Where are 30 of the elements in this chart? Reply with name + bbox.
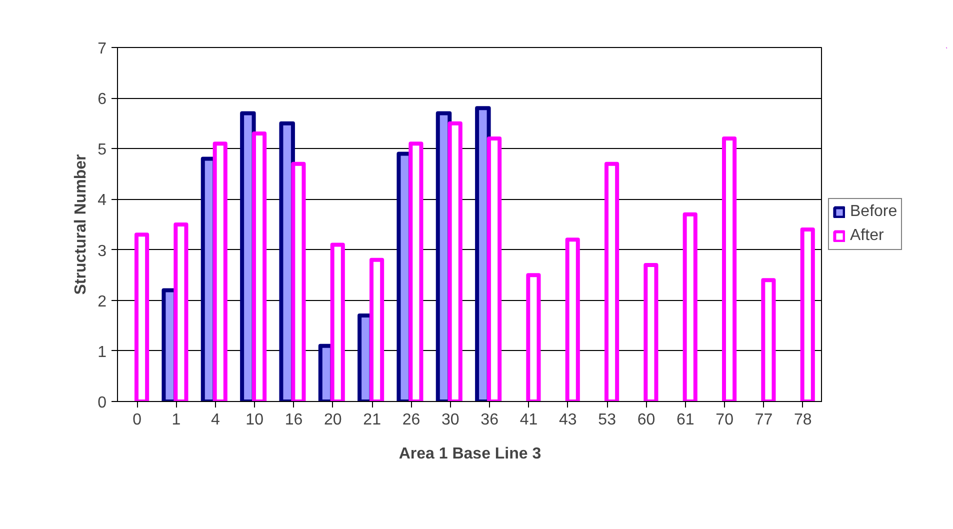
x-tick-label: 36 bbox=[480, 412, 499, 428]
x-tick-label: 61 bbox=[676, 412, 694, 428]
y-tick-label: 3 bbox=[98, 242, 107, 260]
x-tick-label: 10 bbox=[246, 412, 264, 428]
x-tick-label: 16 bbox=[284, 412, 303, 428]
x-tick-label: 53 bbox=[598, 412, 616, 428]
x-tick-label: 21 bbox=[363, 412, 382, 428]
x-tick-label: 1 bbox=[172, 412, 181, 428]
x-tick-label: 43 bbox=[559, 412, 577, 428]
x-tick-label: 26 bbox=[402, 412, 420, 428]
x-tick-label: 41 bbox=[520, 412, 538, 428]
y-tick-label: 2 bbox=[98, 293, 107, 310]
x-tick-label: 0 bbox=[132, 412, 142, 428]
x-tick-label: 78 bbox=[794, 412, 812, 428]
x-tick-label: 60 bbox=[637, 412, 656, 428]
y-axis-title: Structural Number bbox=[72, 154, 90, 295]
y-tick-label: 5 bbox=[98, 142, 107, 159]
x-tick-label: 77 bbox=[754, 412, 773, 428]
y-tick-label: 7 bbox=[98, 40, 107, 58]
x-tick-label: 20 bbox=[324, 412, 342, 428]
x-tick-label: 4 bbox=[210, 412, 220, 428]
x-axis-title: Area 1 Base Line 3 bbox=[398, 446, 542, 462]
legend-label: After bbox=[850, 227, 884, 245]
y-tick-label: 1 bbox=[98, 344, 107, 361]
legend-label: Before bbox=[850, 203, 898, 221]
y-tick-label: 4 bbox=[98, 192, 107, 210]
x-tick-label: 30 bbox=[442, 412, 460, 428]
y-tick-label: 0 bbox=[98, 394, 107, 412]
y-tick-label: 6 bbox=[98, 91, 107, 108]
x-tick-label: 70 bbox=[716, 412, 734, 428]
